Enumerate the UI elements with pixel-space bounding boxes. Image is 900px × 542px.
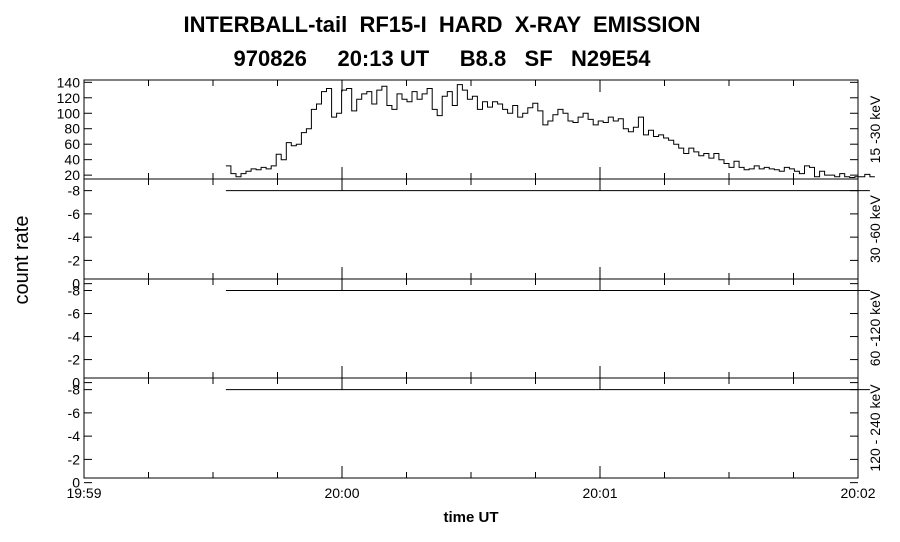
y-tick-label: -6	[68, 306, 81, 322]
x-tick-label: 20:00	[324, 485, 359, 501]
panel-2: -8 -6 -4 -2 0 30 -60 keV	[68, 178, 883, 292]
panel-3: -8 -6 -4 -2 0 60 -120 keV	[68, 278, 883, 391]
y-axis-label: count rate	[11, 216, 33, 305]
y-tick-label: 100	[57, 105, 81, 121]
x-axis: 19:59 20:00 20:01 20:02	[66, 485, 875, 501]
y-tick-label: 20	[64, 167, 80, 183]
y-tick-label: -6	[68, 405, 81, 421]
x-tick-label: 19:59	[66, 485, 101, 501]
y-tick-label: -8	[68, 382, 81, 398]
y-tick-label: 40	[64, 152, 80, 168]
y-tick-label: 140	[57, 74, 81, 90]
y-tick-label: 120	[57, 90, 81, 106]
x-tick-label: 20:02	[840, 485, 875, 501]
panel-frame	[83, 278, 859, 379]
chart-title: INTERBALL-tail RF15-I HARD X-RAY EMISSIO…	[183, 12, 701, 37]
y-tick-label: -2	[68, 252, 81, 268]
y-tick-label: 80	[64, 121, 80, 137]
panel-label: 60 -120 keV	[867, 290, 883, 366]
y-tick-label: -2	[68, 352, 81, 368]
panel-frame	[83, 178, 859, 280]
y-tick-label: -8	[68, 183, 81, 199]
y-tick-label: 60	[64, 136, 80, 152]
y-tick-label: -4	[68, 428, 81, 444]
series-line	[225, 84, 875, 178]
y-tick-label: 0	[72, 375, 80, 391]
panel-label: 30 -60 keV	[867, 194, 883, 262]
x-tick-label: 20:01	[582, 485, 617, 501]
panel-frame	[83, 377, 859, 479]
panel-label: 120 - 240 keV	[867, 384, 883, 472]
panel-4: -8 -6 -4 -2 0 120 - 240 keV	[68, 377, 883, 491]
y-tick-label: -4	[68, 329, 81, 345]
y-tick-label: -2	[68, 451, 81, 467]
y-tick-label: -4	[68, 229, 81, 245]
y-tick-label: -8	[68, 283, 81, 299]
x-axis-label: time UT	[443, 509, 498, 526]
y-tick-label: -6	[68, 206, 81, 222]
panel-frame	[83, 79, 859, 180]
chart-subtitle: 970826 20:13 UT B8.8 SF N29E54	[233, 46, 651, 71]
y-tick-label: 0	[72, 276, 80, 292]
panel-label: 15 -30 keV	[867, 95, 883, 163]
y-tick-label: 0	[72, 475, 80, 491]
